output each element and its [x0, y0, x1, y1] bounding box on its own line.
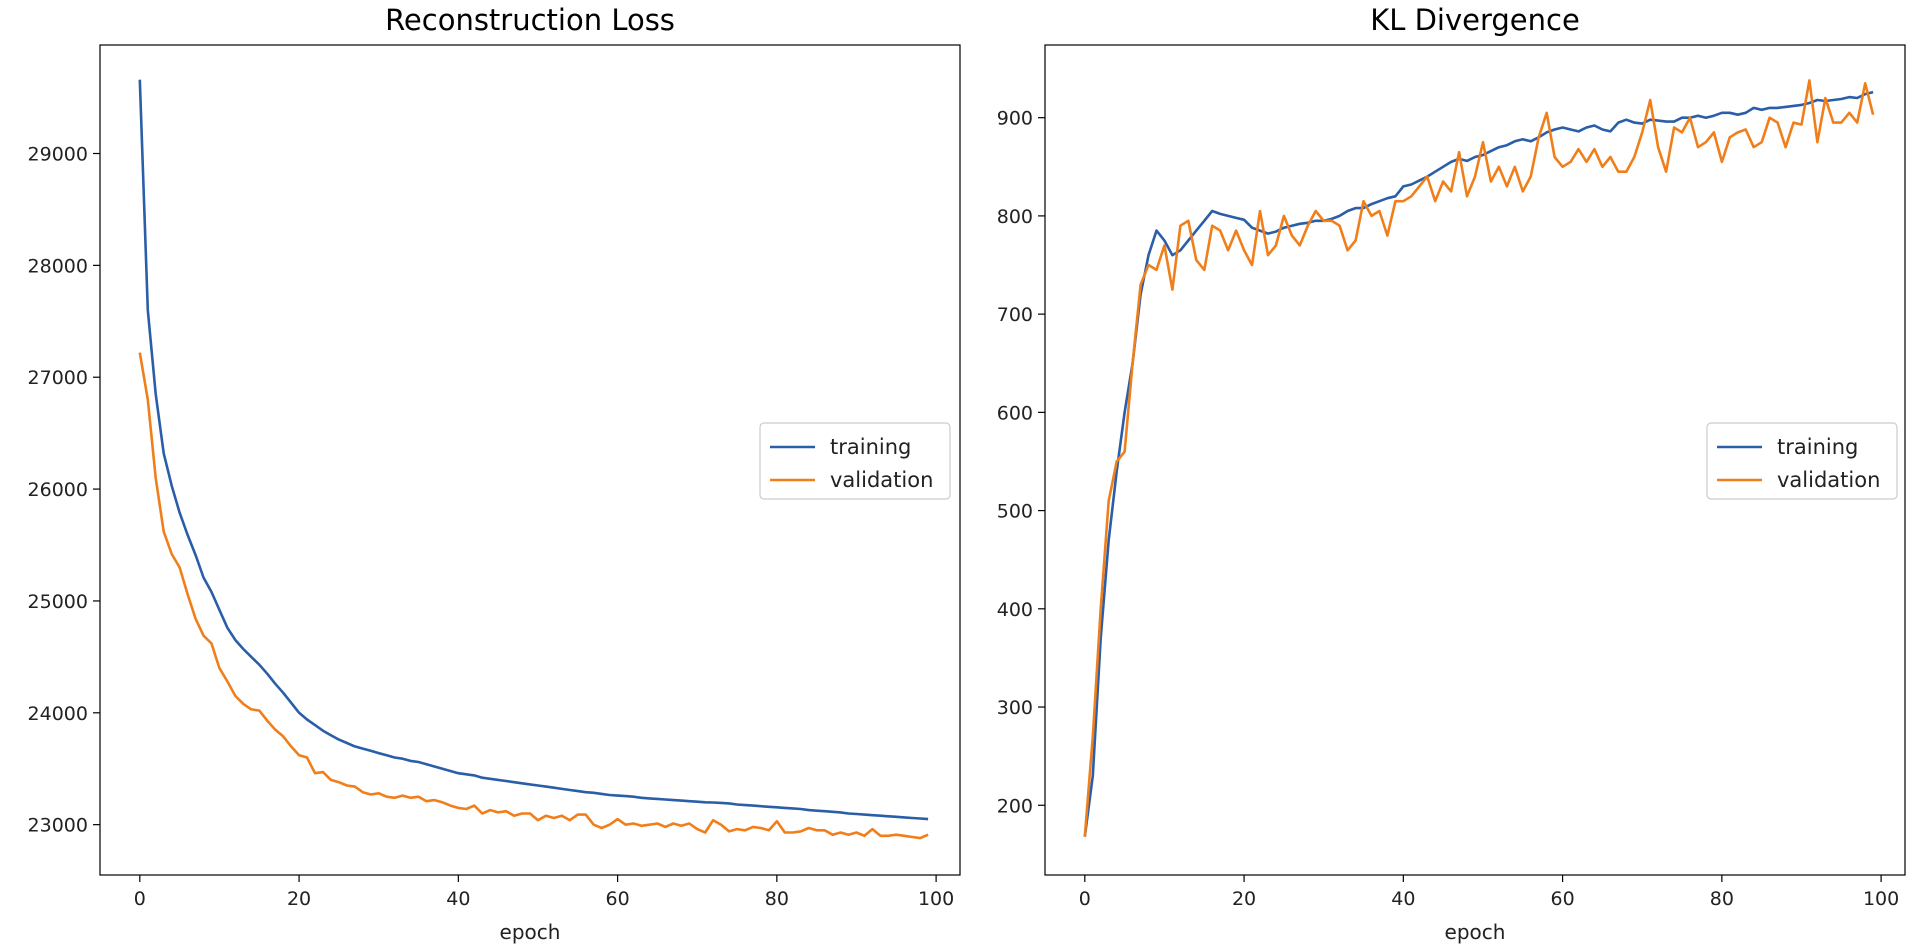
series-line-validation: [1083, 79, 1875, 837]
x-tick-label: 100: [918, 888, 954, 910]
x-tick-label: 0: [134, 888, 146, 910]
plot-frame: [99, 44, 961, 876]
x-tick-label: 60: [605, 888, 629, 910]
y-tick-label: 800: [997, 206, 1033, 228]
series-line-validation: [138, 352, 929, 840]
plot-frame: [1044, 44, 1906, 876]
x-axis-label: epoch: [1445, 920, 1506, 944]
x-tick-label: 0: [1079, 888, 1091, 910]
y-tick-label: 23000: [28, 815, 88, 837]
reconstruction-loss-chart: Reconstruction Loss 0 20 40 60 80 100 23000 2400…: [28, 3, 961, 944]
kl-divergence-chart: KL Divergence 0 20 40 60 80 100 200 300 400 500 600…: [997, 3, 1906, 944]
x-tick-label: 80: [1710, 888, 1734, 910]
series-line-training: [138, 79, 929, 821]
y-tick-label: 200: [997, 795, 1033, 817]
y-tick-label: 300: [997, 697, 1033, 719]
y-tick-label: 28000: [28, 255, 88, 277]
y-tick-label: 26000: [28, 479, 88, 501]
chart-title: KL Divergence: [1370, 3, 1580, 37]
x-tick-label: 20: [1232, 888, 1256, 910]
y-tick-label: 400: [997, 599, 1033, 621]
x-axis-label: epoch: [500, 920, 561, 944]
y-tick-label: 600: [997, 402, 1033, 424]
y-tick-label: 900: [997, 108, 1033, 130]
x-tick-label: 20: [287, 888, 311, 910]
y-tick-label: 24000: [28, 703, 88, 725]
x-tick-label: 40: [1391, 888, 1415, 910]
legend: training validation: [759, 422, 951, 500]
x-tick-label: 100: [1863, 888, 1899, 910]
chart-title: Reconstruction Loss: [385, 3, 675, 37]
x-tick-label: 60: [1550, 888, 1574, 910]
x-tick-label: 40: [446, 888, 470, 910]
legend-label-validation: validation: [1777, 468, 1880, 492]
legend-label-training: training: [830, 435, 911, 459]
y-tick-label: 27000: [28, 367, 88, 389]
legend-label-validation: validation: [830, 468, 933, 492]
y-tick-label: 25000: [28, 591, 88, 613]
x-tick-label: 80: [765, 888, 789, 910]
y-tick-label: 29000: [28, 144, 88, 166]
y-tick-label: 700: [997, 304, 1033, 326]
y-tick-label: 500: [997, 501, 1033, 523]
legend: training validation: [1706, 422, 1898, 500]
legend-label-training: training: [1777, 435, 1858, 459]
